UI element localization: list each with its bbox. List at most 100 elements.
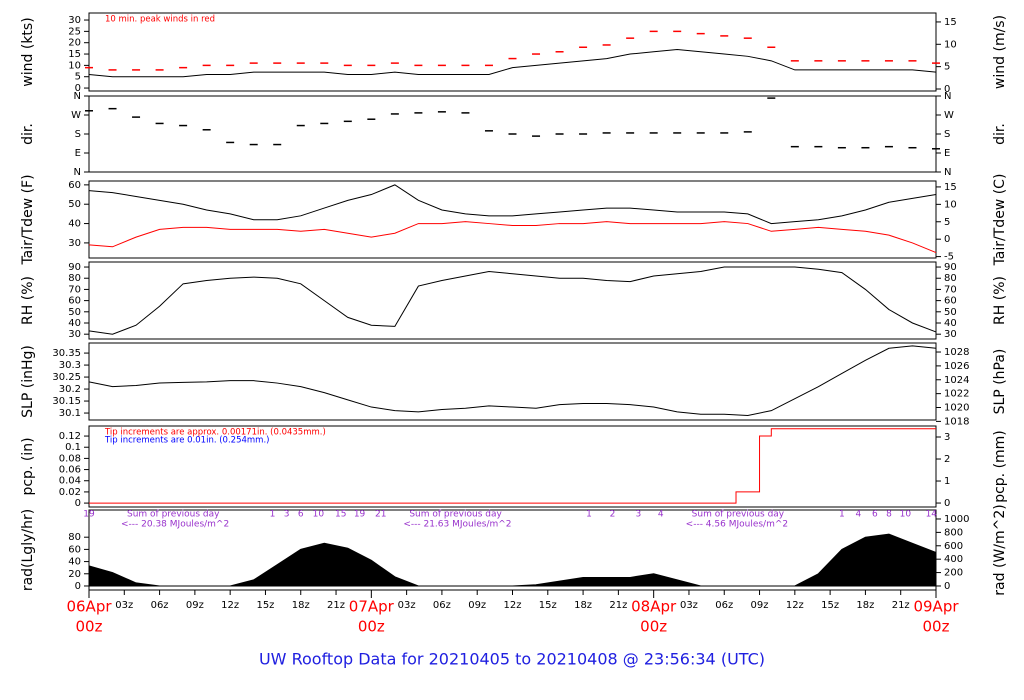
y2-tick-label: N [944,91,951,102]
y2-tick-label: E [944,148,950,159]
y-tick-label: 50 [68,199,81,210]
y-tick-label: 0 [75,498,81,509]
y-tick-label: E [75,148,81,159]
y-tick-label: 60 [68,296,81,307]
y-tick-label: 30.3 [59,360,81,371]
y2-tick-label: 80 [944,273,957,284]
y-tick-label: 50 [68,307,81,318]
y-tick-label: 30.15 [52,396,81,407]
y-tick-label: 0.08 [59,453,81,464]
marker-label: 19 [354,510,366,520]
x-date-time: 00z [76,618,103,636]
y2-tick-label: 0 [944,498,950,509]
y-tick-label: 0.06 [59,465,81,476]
y-tick-label: 0 [75,83,81,94]
y2-tick-label: 15 [944,182,957,193]
daily-sum-value: <--- 21.63 MJoules/m^2 [403,520,511,530]
y2-tick-label: 1026 [944,361,969,372]
data-line [88,184,937,225]
daily-sum-title: Sum of previous day [409,510,502,520]
y-tick-label: N [74,167,81,178]
y2-tick-label: 5 [944,62,950,73]
x-date-time: 00z [358,618,385,636]
panel-frame [88,342,937,421]
marker-label: 2 [610,510,616,520]
y-tick-label: 30.2 [59,384,81,395]
y2-tick-label: 70 [944,284,957,295]
y2-axis-label: Tair/Tdew (C) [992,174,1008,267]
marker-label: 3 [284,510,290,520]
y-axis-label: dir. [20,123,36,145]
y-axis-label: Tair/Tdew (F) [20,174,36,265]
annotation: 10 min. peak winds in red [105,15,215,25]
marker-label: 10 [900,510,912,520]
y2-axis-label: pcp. (mm) [992,430,1008,503]
x-tick-label: 12z [221,600,239,611]
y2-axis-label: dir. [992,123,1008,145]
y-tick-label: 0.02 [59,487,81,498]
marker-label: 6 [872,510,878,520]
y2-tick-label: 0 [944,581,950,592]
x-tick-label: 18z [856,600,874,611]
x-tick-label: 09z [186,600,204,611]
y-tick-label: 0 [75,581,81,592]
y2-tick-label: 1020 [944,403,969,414]
annotation: Tip increments are approx. 0.00171in. (0… [104,428,326,438]
y-tick-label: 25 [68,26,81,37]
marker-label: 4 [658,510,664,520]
x-tick-label: 12z [504,600,522,611]
y-tick-label: 30 [68,15,81,26]
y2-tick-label: 1000 [944,514,969,525]
panel-frame [88,12,937,92]
y2-tick-label: 90 [944,262,957,273]
y2-tick-label: 1 [944,476,950,487]
y-tick-label: 30.1 [59,408,81,419]
y-tick-label: 20 [68,569,81,580]
x-date-label: 08Apr [631,598,677,616]
marker-label: 19 [83,510,95,520]
x-tick-label: 06z [433,600,451,611]
data-area [88,533,937,587]
marker-label: 8 [886,510,892,520]
y2-tick-label: 800 [944,527,963,538]
y2-tick-label: N [944,167,951,178]
y-tick-label: 20 [68,38,81,49]
y-tick-label: N [74,91,81,102]
y-axis-label: wind (kts) [20,17,36,86]
y2-tick-label: -5 [944,252,954,263]
daily-sum-value: <--- 4.56 MJoules/m^2 [686,520,788,530]
x-tick-label: 18z [574,600,592,611]
marker-label: 10 [313,510,325,520]
y2-tick-label: 5 [944,217,950,228]
y-tick-label: 90 [68,262,81,273]
x-date-time: 00z [640,618,667,636]
y2-tick-label: 1028 [944,347,969,358]
y-tick-label: 60 [68,544,81,555]
daily-sum-value: <--- 20.38 MJoules/m^2 [121,520,229,530]
x-tick-label: 15z [539,600,557,611]
x-date-label: 06Apr [66,598,112,616]
y-tick-label: 80 [68,273,81,284]
y2-axis-label: rad (W/m^2) [992,504,1008,595]
y-tick-label: 70 [68,284,81,295]
y2-tick-label: 400 [944,554,963,565]
y-tick-label: 30.35 [52,348,81,359]
x-tick-label: 03z [115,600,133,611]
y-tick-label: 40 [68,557,81,568]
marker-label: 1 [839,510,845,520]
x-tick-label: 21z [327,600,345,611]
y-tick-label: S [75,129,81,140]
marker-label: 21 [375,510,386,520]
daily-sum-title: Sum of previous day [692,510,785,520]
data-line [88,266,937,335]
x-tick-label: 12z [786,600,804,611]
y2-axis-label: wind (m/s) [992,15,1008,89]
panel-frame [88,180,937,259]
data-line [88,49,937,78]
y-axis-label: rad(Lgly/hr) [20,509,36,591]
y-tick-label: 80 [68,532,81,543]
y-tick-label: 40 [68,318,81,329]
y2-tick-label: S [944,129,950,140]
data-line [88,345,937,416]
y2-tick-label: 40 [944,318,957,329]
